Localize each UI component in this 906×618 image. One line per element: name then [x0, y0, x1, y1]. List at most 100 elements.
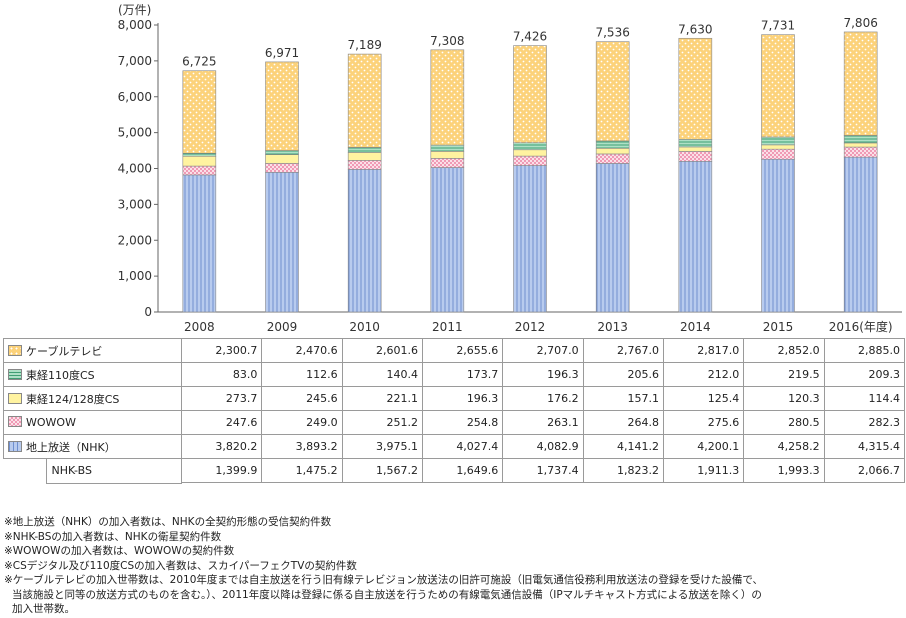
- x-tick-label: 2012: [515, 320, 546, 334]
- bar-segment: [761, 148, 795, 160]
- x-axis-labels: 2008 2009 2010 2011 2012 2013 2014 2015 2016(年度): [184, 319, 893, 334]
- bar-segment: [182, 174, 217, 313]
- data-label: 254.8: [421, 410, 504, 435]
- data-label: 3,893.2: [261, 434, 343, 459]
- stacked-bar-chart: (万件) 0 1,000 2,000 3,000 4,000 5,000 6,000 7,00…: [118, 3, 902, 334]
- bar-total-label: 7,426: [513, 30, 547, 44]
- bar-segment: [430, 144, 465, 152]
- bar-segment: [513, 45, 547, 144]
- footnotes: ※地上放送（NHK）の加入者数は、NHKの全契約形態の受信契約件数 ※NHK-B…: [4, 515, 904, 617]
- legend-label: WOWOW: [3, 410, 182, 435]
- data-label: 245.6: [261, 386, 343, 411]
- footnote: 加入世帯数。: [12, 603, 75, 615]
- legend-swatch: [8, 368, 22, 380]
- data-label: 176.2: [502, 386, 584, 411]
- bar-segment: [595, 153, 630, 164]
- bar-segment: [595, 147, 630, 155]
- y-unit-label: (万件): [118, 3, 151, 17]
- bar-segment: [347, 147, 382, 153]
- data-label: 114.4: [823, 386, 906, 411]
- bar-total-label: 7,630: [678, 22, 712, 36]
- footnote: ※ケーブルテレビの加入世帯数は、2010年度までは自主放送を行う旧有線テレビジョ…: [4, 574, 763, 586]
- data-label: 2,470.6: [261, 338, 343, 363]
- data-label: 3,975.1: [341, 434, 423, 459]
- footnote: 当該施設と同等の放送方式のものを含む。）、2011年度以降は登録に係る自主放送を…: [12, 588, 762, 601]
- bar-segment: [430, 158, 465, 168]
- bar-segment: [595, 41, 630, 142]
- data-label: 112.6: [261, 362, 343, 387]
- bars: 6,725 6,971 7,189 7,308 7,426 7,536 7,630 7,731…: [182, 16, 878, 313]
- row-label: NHK-BS: [3, 458, 182, 484]
- legend-label: 東経124/128度CS: [3, 386, 182, 411]
- data-label: 2,767.0: [582, 338, 664, 363]
- data-label: 205.6: [582, 362, 664, 387]
- data-label: 2,601.6: [341, 338, 423, 363]
- data-label: 1,911.3: [662, 458, 745, 483]
- bar-segment: [265, 172, 299, 313]
- bar-segment: [265, 61, 299, 151]
- table-row: 東経110度CS 83.0 112.6 140.4 173.7 196.3 205.6 212…: [3, 362, 906, 387]
- bar-segment: [430, 49, 465, 146]
- bar-segment: [347, 53, 382, 148]
- data-label: 249.0: [261, 410, 343, 435]
- data-label: 251.2: [341, 410, 423, 435]
- data-label: 2,817.0: [662, 338, 745, 363]
- table-row: 東経124/128度CS 273.7 245.6 221.1 196.3 176.2 157…: [3, 386, 906, 411]
- data-label: 212.0: [662, 362, 745, 387]
- footnote: ※NHK-BSの加入者数は、NHKの衛星契約件数: [4, 530, 222, 543]
- x-tick-label: 2009: [267, 320, 298, 334]
- bar-total-label: 7,731: [761, 19, 795, 33]
- legend-label: 東経110度CS: [3, 362, 182, 387]
- bar-segment: [843, 146, 878, 158]
- data-label: 125.4: [662, 386, 745, 411]
- bar-total-label: 6,971: [265, 46, 299, 60]
- data-label: 83.0: [180, 362, 263, 387]
- data-label: 196.3: [421, 386, 504, 411]
- table-row: ケーブルテレビ 2,300.7 2,470.6 2,601.6 2,655.6 2,707…: [3, 338, 906, 363]
- data-label: 1,567.2: [341, 458, 423, 483]
- bar-segment: [761, 158, 795, 313]
- bar-segment: [265, 154, 299, 164]
- y-tick-label: 2,000: [118, 233, 152, 247]
- data-label: 263.1: [502, 410, 584, 435]
- data-label: 3,820.2: [180, 434, 263, 459]
- bar-total-label: 7,536: [595, 26, 629, 40]
- bar-segment: [265, 163, 299, 173]
- data-label: 4,315.4: [823, 434, 906, 459]
- bar-segment: [182, 155, 217, 167]
- table-row: NHK-BS 1,399.9 1,475.2 1,567.2 1,649.6 1,737.…: [3, 458, 906, 484]
- x-tick-label: 2015: [763, 320, 794, 334]
- bar-segment: [678, 151, 713, 162]
- legend-label: ケーブルテレビ: [3, 338, 182, 363]
- legend-swatch: [8, 392, 22, 404]
- bar-segment: [843, 135, 878, 144]
- bar-segment: [761, 144, 795, 150]
- bar-segment: [347, 160, 382, 170]
- bar-segment: [843, 156, 878, 313]
- bar-segment: [265, 150, 299, 155]
- bar-total-label: 7,189: [347, 38, 381, 52]
- y-tick-label: 7,000: [118, 54, 152, 68]
- x-tick-label: 2016(年度): [829, 319, 893, 334]
- data-label: 2,066.7: [823, 458, 906, 483]
- data-label: 2,852.0: [743, 338, 825, 363]
- data-label: 2,885.0: [823, 338, 906, 363]
- data-label: 2,655.6: [421, 338, 504, 363]
- legend-label: 地上放送（NHK）: [3, 434, 182, 459]
- bar-segment: [182, 165, 217, 176]
- legend-swatch: [8, 440, 22, 452]
- data-label: 1,475.2: [261, 458, 343, 483]
- bar-segment: [843, 31, 878, 136]
- data-label: 196.3: [502, 362, 584, 387]
- bar-segment: [761, 136, 795, 146]
- legend-swatch: [8, 416, 22, 427]
- bar-segment: [430, 167, 465, 313]
- bar-segment: [843, 142, 878, 148]
- data-label: 4,200.1: [662, 434, 745, 459]
- data-label: 1,399.9: [180, 458, 263, 483]
- data-label: 282.3: [823, 410, 906, 435]
- data-label: 275.6: [662, 410, 745, 435]
- x-tick-label: 2014: [680, 320, 711, 334]
- bar-total-label: 6,725: [182, 55, 216, 69]
- footnote: ※地上放送（NHK）の加入者数は、NHKの全契約形態の受信契約件数: [4, 516, 332, 528]
